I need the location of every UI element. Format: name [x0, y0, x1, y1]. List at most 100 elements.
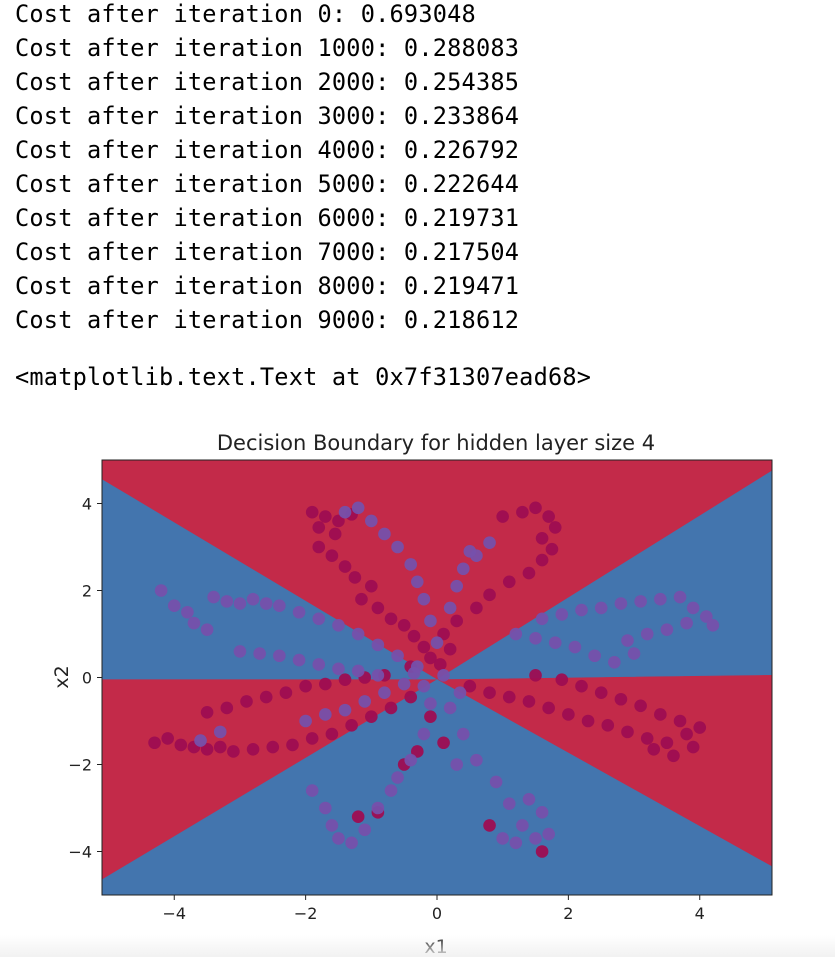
data-point	[286, 738, 299, 752]
data-point	[470, 601, 483, 615]
data-point	[391, 771, 404, 784]
data-point	[489, 775, 503, 789]
data-point	[667, 749, 680, 763]
data-point	[332, 662, 345, 676]
data-point	[614, 597, 628, 610]
data-point	[588, 649, 601, 663]
data-point	[627, 647, 641, 660]
log-line: Cost after iteration 0: 0.693048	[15, 0, 476, 28]
data-point	[194, 734, 207, 747]
data-point	[424, 614, 437, 628]
data-point	[522, 793, 536, 806]
data-point	[443, 601, 457, 615]
data-point	[673, 590, 687, 604]
data-point	[240, 695, 253, 708]
data-point	[338, 505, 352, 519]
data-point	[292, 605, 306, 619]
data-point	[437, 627, 450, 641]
data-point	[542, 510, 555, 523]
data-point	[325, 727, 339, 741]
data-point	[654, 592, 667, 606]
data-point	[312, 658, 326, 671]
data-point	[502, 575, 516, 589]
y-tick-label: −4	[68, 843, 92, 862]
data-point	[424, 710, 437, 723]
data-point	[453, 686, 467, 700]
data-point	[450, 579, 464, 593]
data-point	[470, 753, 483, 767]
data-point	[332, 832, 345, 845]
data-point	[305, 784, 319, 797]
data-point	[417, 592, 431, 606]
data-point	[312, 612, 326, 626]
data-point	[647, 742, 661, 756]
data-point	[594, 601, 608, 615]
y-tick-label: 2	[82, 582, 92, 601]
data-point	[407, 629, 421, 643]
data-point	[410, 575, 424, 589]
data-point	[640, 732, 654, 745]
log-line: Cost after iteration 1000: 0.288083	[15, 34, 520, 62]
data-point	[305, 732, 319, 745]
data-point	[384, 784, 398, 797]
y-axis-label: x2	[51, 665, 73, 688]
data-point	[621, 725, 634, 739]
data-point	[328, 527, 342, 541]
data-point	[555, 673, 569, 686]
data-point	[227, 745, 240, 758]
data-point	[634, 699, 647, 713]
data-point	[384, 701, 398, 715]
data-point	[686, 740, 700, 754]
data-point	[529, 669, 542, 682]
data-point	[384, 612, 398, 626]
data-point	[207, 590, 220, 604]
data-point	[332, 619, 345, 632]
data-point	[562, 708, 575, 721]
data-point	[200, 742, 214, 756]
data-point	[220, 595, 234, 608]
data-point	[437, 736, 450, 750]
data-point	[456, 562, 470, 576]
y-axis: −4 −2 0 2 4	[68, 495, 102, 862]
data-point	[319, 708, 332, 721]
data-point	[417, 727, 431, 741]
data-point	[220, 701, 234, 715]
data-point	[424, 697, 437, 710]
data-point	[365, 579, 378, 593]
log-line: Cost after iteration 6000: 0.219731	[15, 204, 520, 232]
data-point	[378, 686, 391, 700]
data-point	[545, 542, 559, 556]
data-point	[371, 638, 385, 652]
decision-regions	[101, 459, 773, 896]
data-point	[417, 679, 431, 693]
data-point	[266, 740, 280, 754]
data-point	[312, 540, 326, 554]
scatter-points	[148, 501, 720, 858]
data-point	[351, 810, 365, 823]
data-point	[345, 719, 358, 732]
data-point	[325, 549, 339, 562]
data-point	[417, 640, 431, 654]
data-point	[430, 636, 444, 649]
data-point	[456, 727, 470, 741]
data-point	[433, 658, 447, 671]
y-tick-label: 0	[82, 669, 92, 688]
data-point	[407, 666, 421, 680]
data-point	[516, 819, 529, 832]
data-point	[338, 560, 352, 573]
data-point	[338, 673, 352, 686]
data-point	[167, 599, 181, 613]
y-tick-label: −2	[68, 756, 92, 775]
data-point	[378, 527, 391, 541]
decision-boundary-plot: Decision Boundary for hidden layer size …	[51, 431, 773, 957]
data-point	[437, 669, 450, 682]
data-point	[391, 649, 404, 663]
data-point	[292, 653, 306, 667]
data-point	[397, 619, 411, 632]
x-tick-label: 2	[563, 904, 573, 923]
data-point	[443, 701, 457, 715]
log-line: Cost after iteration 2000: 0.254385	[15, 68, 520, 96]
data-point	[529, 632, 542, 645]
data-point	[535, 612, 549, 626]
data-point	[332, 514, 345, 528]
